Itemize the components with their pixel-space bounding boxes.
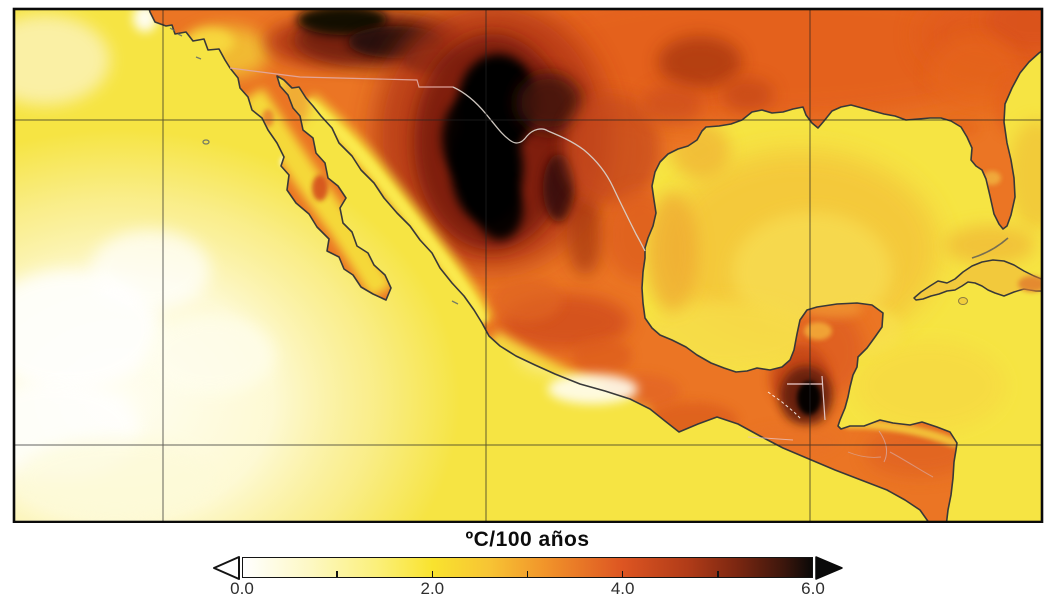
coastal-white-patch [548,374,638,404]
graticule [14,9,1042,522]
rio-grande [452,86,646,252]
colorbar-minor-tick [336,571,338,578]
colorbar-underflow-arrow-icon [213,556,240,580]
colorbar-tick-label: 0.0 [230,579,254,598]
colorbar-tick-label: 2.0 [420,579,445,598]
colorbar-overflow-arrow-icon [815,556,843,580]
us-mexico-border [229,67,453,88]
colorbar-tick-label: 4.0 [610,579,635,598]
isla-juventud [958,297,968,305]
colorbar-minor-tick [526,571,529,578]
colorbar-title: ºC/100 años [465,528,590,551]
colorbar-tick-label: 6.0 [801,579,825,598]
florida-keys [971,237,1009,259]
baja-yellow-spine [241,87,394,299]
el-salvador-border [847,451,882,458]
climate-trend-map [12,7,1044,523]
belize-border [821,375,826,421]
honduras-border [878,430,887,463]
small-islands [169,27,459,305]
colorbar-minor-tick [621,571,624,578]
honduras-nicaragua-border [889,451,934,478]
colorbar-minor-tick [717,571,719,578]
chiapas-border [747,436,794,441]
political-borders [229,67,934,478]
cuba-island [913,259,1042,305]
map-frame [12,7,1044,523]
colorbar-minor-tick [431,571,434,578]
